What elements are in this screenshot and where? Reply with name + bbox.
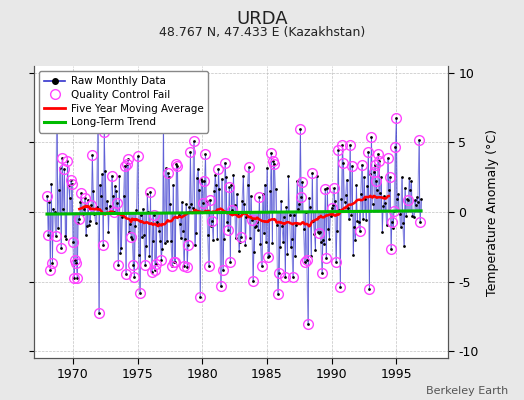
Legend: Raw Monthly Data, Quality Control Fail, Five Year Moving Average, Long-Term Tren: Raw Monthly Data, Quality Control Fail, … bbox=[39, 71, 209, 132]
Text: URDA: URDA bbox=[236, 10, 288, 28]
Text: Berkeley Earth: Berkeley Earth bbox=[426, 386, 508, 396]
Text: 48.767 N, 47.433 E (Kazakhstan): 48.767 N, 47.433 E (Kazakhstan) bbox=[159, 26, 365, 39]
Y-axis label: Temperature Anomaly (°C): Temperature Anomaly (°C) bbox=[486, 128, 499, 296]
